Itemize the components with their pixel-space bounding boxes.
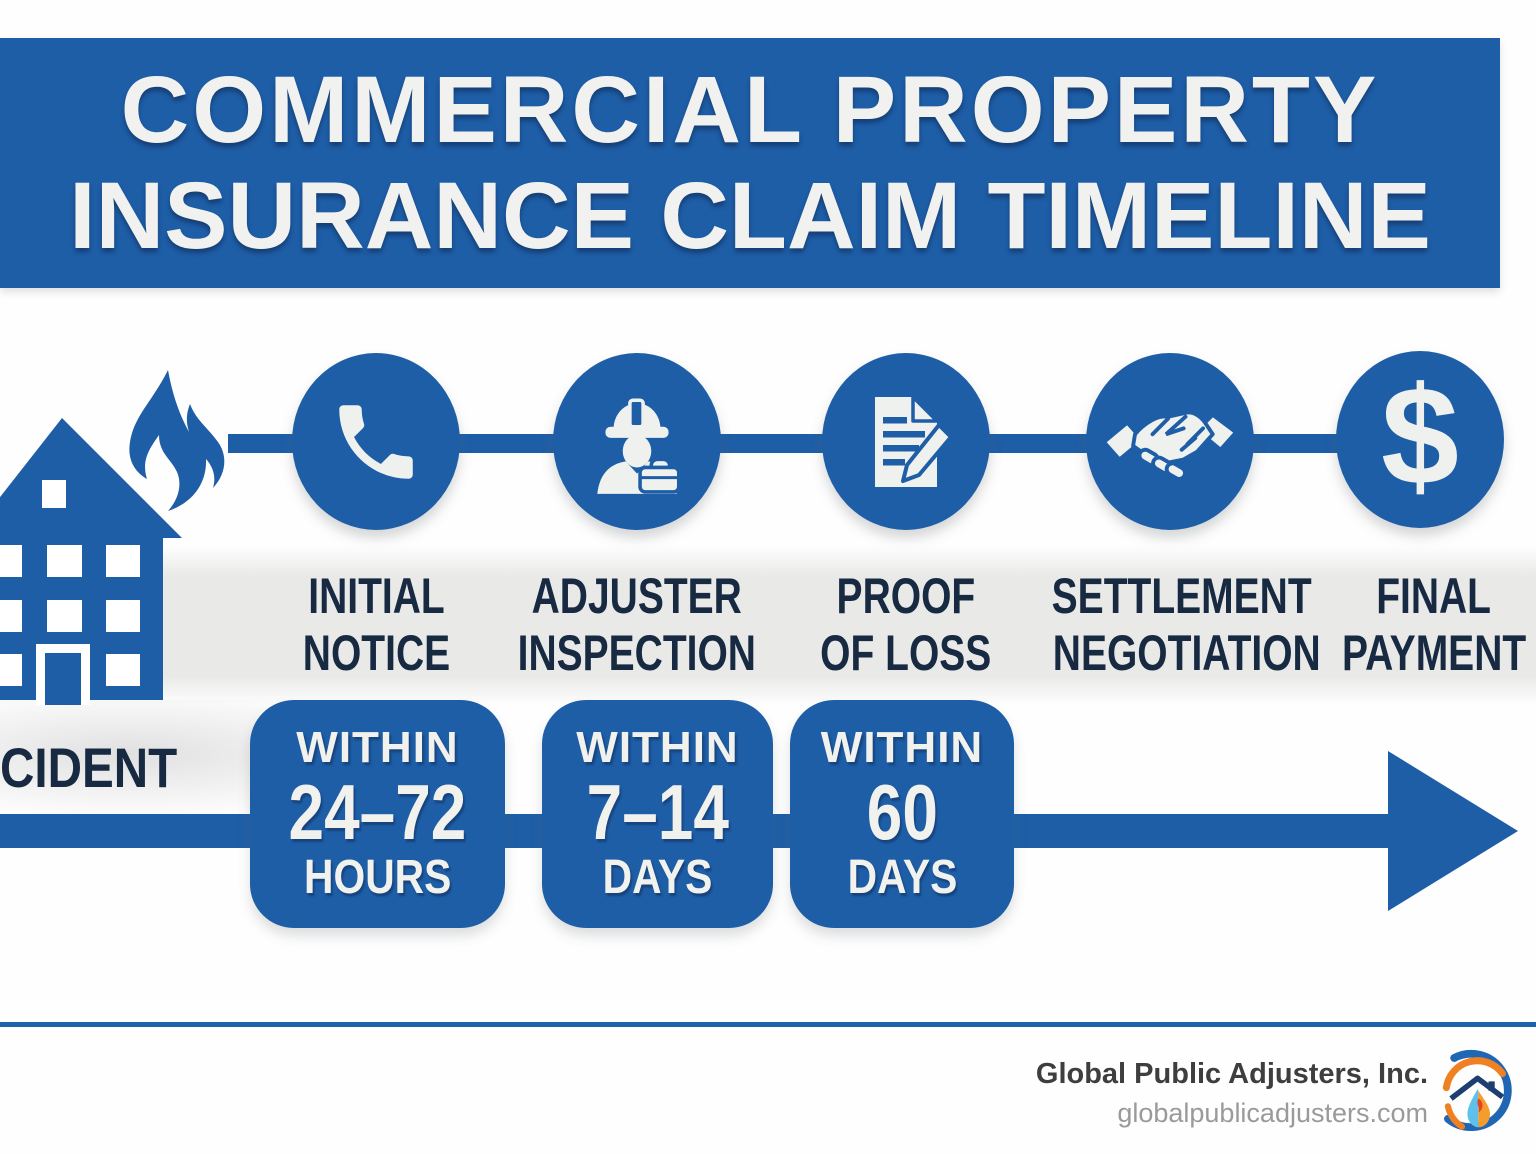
step-circle-proof-of-loss bbox=[822, 353, 990, 530]
timeline-arrow-head bbox=[1388, 751, 1518, 911]
step-circle-settlement-negotiation bbox=[1086, 353, 1254, 530]
dollar-icon: $ bbox=[1381, 356, 1459, 514]
adjuster-icon bbox=[597, 397, 681, 494]
timeline-connector-line bbox=[228, 434, 1338, 453]
footer-website: globalpublicadjusters.com bbox=[1117, 1098, 1428, 1128]
time-badge-60-days: WITHIN 60 DAYS bbox=[790, 700, 1014, 928]
company-logo-icon bbox=[1442, 1049, 1512, 1132]
title-line-2: INSURANCE CLAIM TIMELINE bbox=[69, 163, 1431, 269]
flame-shape bbox=[129, 370, 225, 511]
step-label-adjuster-inspection: ADJUSTER INSPECTION bbox=[517, 568, 757, 681]
handshake-icon bbox=[1102, 410, 1238, 481]
step-label-settlement-negotiation: SETTLEMENT NEGOTIATION bbox=[1051, 568, 1321, 681]
header-band: COMMERCIAL PROPERTY INSURANCE CLAIM TIME… bbox=[0, 38, 1500, 288]
phone-icon bbox=[339, 404, 413, 479]
time-badge-24-72-hours: WITHIN 24–72 HOURS bbox=[250, 700, 505, 928]
footer-divider bbox=[0, 1022, 1536, 1027]
burning-building-icon bbox=[0, 370, 225, 705]
title-line-1: COMMERCIAL PROPERTY bbox=[120, 57, 1380, 163]
label-background-band bbox=[0, 545, 1536, 705]
incident-label: CIDENT bbox=[0, 736, 178, 799]
step-label-initial-notice: INITIAL NOTICE bbox=[302, 568, 450, 681]
footer-company-name: Global Public Adjusters, Inc. bbox=[1035, 1058, 1428, 1090]
document-pen-icon bbox=[875, 394, 953, 487]
step-circle-adjuster-inspection bbox=[553, 353, 721, 530]
step-circle-initial-notice bbox=[292, 353, 460, 530]
time-badge-7-14-days: WITHIN 7–14 DAYS bbox=[542, 700, 773, 928]
step-label-proof-of-loss: PROOF OF LOSS bbox=[820, 568, 992, 681]
step-label-final-payment: FINAL PAYMENT bbox=[1341, 568, 1527, 681]
step-circle-final-payment: $ bbox=[1336, 351, 1504, 528]
